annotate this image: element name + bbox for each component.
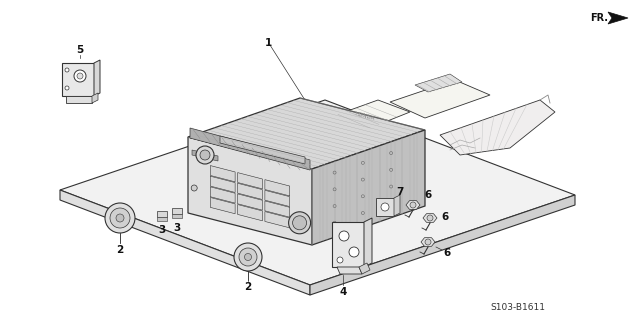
- Circle shape: [339, 231, 349, 241]
- Polygon shape: [421, 238, 435, 246]
- Circle shape: [289, 212, 310, 234]
- Polygon shape: [237, 204, 262, 221]
- Circle shape: [77, 73, 83, 79]
- Polygon shape: [157, 211, 167, 217]
- Polygon shape: [423, 214, 437, 222]
- Text: 2: 2: [116, 245, 124, 255]
- Circle shape: [105, 203, 135, 233]
- Polygon shape: [337, 267, 362, 274]
- Circle shape: [427, 215, 433, 221]
- Polygon shape: [94, 60, 100, 96]
- Text: 3: 3: [158, 225, 166, 235]
- Circle shape: [337, 257, 343, 263]
- Circle shape: [200, 150, 210, 160]
- Circle shape: [292, 216, 307, 230]
- Polygon shape: [328, 100, 410, 132]
- Circle shape: [381, 203, 389, 211]
- Polygon shape: [265, 201, 290, 217]
- Circle shape: [65, 68, 69, 72]
- Text: 3: 3: [173, 223, 180, 233]
- Polygon shape: [188, 98, 425, 169]
- Text: 5: 5: [76, 45, 84, 55]
- Polygon shape: [92, 93, 98, 103]
- Polygon shape: [66, 96, 92, 103]
- Circle shape: [116, 214, 124, 222]
- Polygon shape: [376, 198, 394, 216]
- Polygon shape: [192, 150, 218, 161]
- Polygon shape: [359, 263, 370, 274]
- Circle shape: [349, 247, 359, 257]
- Polygon shape: [265, 211, 290, 228]
- Polygon shape: [211, 166, 235, 182]
- Polygon shape: [172, 214, 182, 218]
- Polygon shape: [440, 100, 555, 155]
- Text: HONDA: HONDA: [355, 111, 376, 121]
- Polygon shape: [211, 197, 235, 214]
- Circle shape: [110, 208, 130, 228]
- Polygon shape: [608, 12, 628, 24]
- Polygon shape: [265, 190, 290, 207]
- Circle shape: [74, 70, 86, 82]
- Polygon shape: [237, 194, 262, 210]
- Polygon shape: [332, 222, 364, 267]
- Polygon shape: [312, 130, 425, 245]
- Polygon shape: [157, 217, 167, 221]
- Polygon shape: [220, 136, 305, 164]
- Text: S103-B1611: S103-B1611: [490, 303, 545, 313]
- Text: 2: 2: [244, 282, 252, 292]
- Circle shape: [239, 248, 257, 266]
- Circle shape: [196, 146, 214, 164]
- Polygon shape: [62, 63, 94, 96]
- Polygon shape: [60, 100, 575, 285]
- Circle shape: [425, 239, 431, 245]
- Text: 7: 7: [396, 187, 404, 197]
- Polygon shape: [310, 195, 575, 295]
- Polygon shape: [172, 208, 182, 214]
- Circle shape: [244, 254, 252, 261]
- Polygon shape: [265, 180, 290, 196]
- Circle shape: [65, 86, 69, 90]
- Polygon shape: [190, 128, 310, 170]
- Polygon shape: [394, 195, 400, 216]
- Circle shape: [234, 243, 262, 271]
- Text: 4: 4: [339, 287, 347, 297]
- Polygon shape: [406, 201, 420, 209]
- Text: 6: 6: [442, 212, 449, 222]
- Text: FR.: FR.: [590, 13, 608, 23]
- Polygon shape: [237, 183, 262, 199]
- Text: 6: 6: [444, 248, 451, 258]
- Text: 6: 6: [424, 190, 431, 200]
- Polygon shape: [188, 137, 312, 245]
- Polygon shape: [211, 176, 235, 192]
- Circle shape: [410, 202, 416, 208]
- Polygon shape: [415, 74, 462, 92]
- Polygon shape: [211, 187, 235, 203]
- Polygon shape: [364, 218, 372, 267]
- Polygon shape: [237, 173, 262, 189]
- Circle shape: [191, 185, 197, 191]
- Polygon shape: [60, 190, 310, 295]
- Text: 1: 1: [264, 38, 271, 48]
- Polygon shape: [390, 80, 490, 118]
